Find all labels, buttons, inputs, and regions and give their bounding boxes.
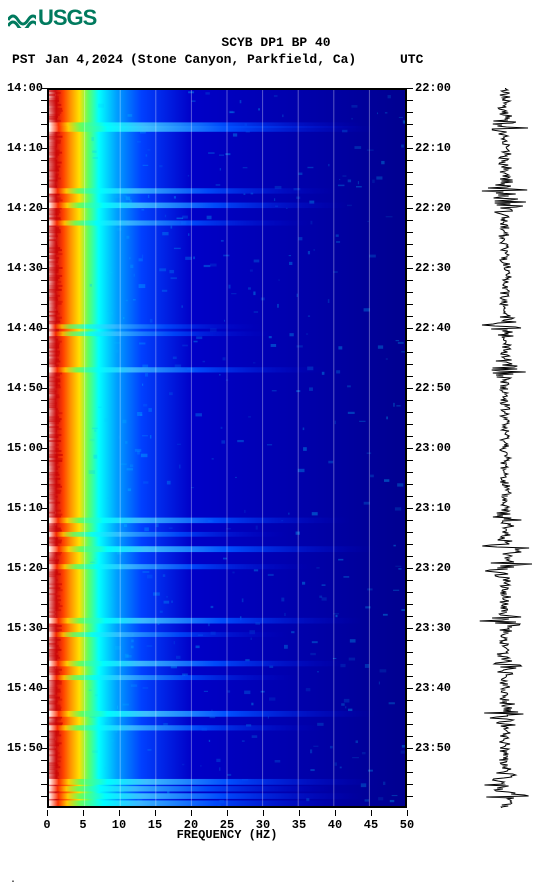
y-left-tick: 14:50 [7,381,43,395]
utc-label: UTC [400,52,423,67]
y-left-tick: 14:30 [7,261,43,275]
logo-text: USGS [38,5,96,31]
y-right-tick: 23:40 [415,681,451,695]
usgs-logo: USGS [8,5,96,31]
y-left-tick: 15:20 [7,561,43,575]
y-left-tick: 14:00 [7,81,43,95]
spectrogram-plot [47,88,407,808]
title-line1: SCYB DP1 BP 40 [0,35,552,50]
y-right-tick: 23:10 [415,501,451,515]
y-right-tick: 22:00 [415,81,451,95]
y-right-tick: 23:30 [415,621,451,635]
chart-title: SCYB DP1 BP 40 [0,35,552,50]
y-left-tick: 14:20 [7,201,43,215]
y-right-tick: 23:50 [415,741,451,755]
y-left-tick: 15:00 [7,441,43,455]
y-right-tick: 22:10 [415,141,451,155]
waveform-svg [475,88,535,808]
y-left-tick: 14:40 [7,321,43,335]
y-right-tick: 23:20 [415,561,451,575]
spectrogram-svg [49,90,405,806]
y-right-tick: 22:50 [415,381,451,395]
y-left-tick: 15:50 [7,741,43,755]
pst-label: PST [12,52,35,67]
x-axis-label: FREQUENCY (HZ) [47,828,407,842]
waveform-plot [475,88,535,808]
y-left-tick: 15:40 [7,681,43,695]
location-label: (Stone Canyon, Parkfield, Ca) [130,52,356,67]
y-right-tick: 22:30 [415,261,451,275]
y-axis-right: 22:0022:1022:2022:3022:4022:5023:0023:10… [409,88,459,808]
y-left-tick: 15:30 [7,621,43,635]
y-right-tick: 22:40 [415,321,451,335]
y-left-tick: 15:10 [7,501,43,515]
y-right-tick: 22:20 [415,201,451,215]
y-right-tick: 23:00 [415,441,451,455]
y-axis-left: 14:0014:1014:2014:3014:4014:5015:0015:10… [0,88,45,808]
footer-mark: . [10,875,16,886]
y-left-tick: 14:10 [7,141,43,155]
date-label: Jan 4,2024 [45,52,123,67]
wave-icon [8,8,36,28]
